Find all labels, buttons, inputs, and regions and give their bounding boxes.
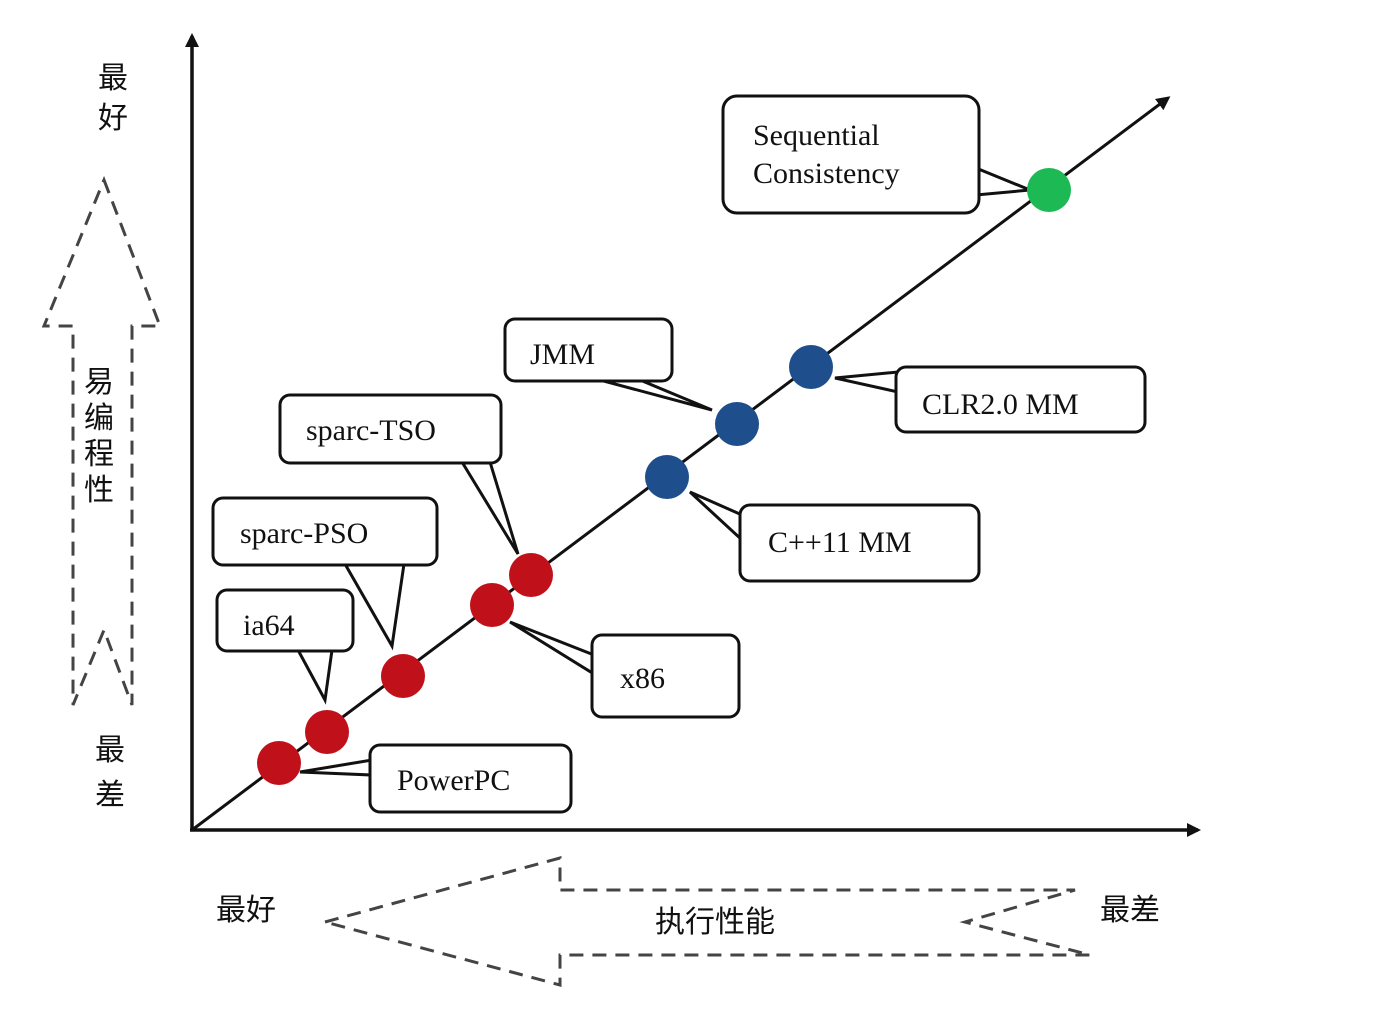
callout-powerpc: PowerPC [299, 743, 573, 814]
callout-label-ia64: ia64 [243, 609, 295, 642]
callout-label-sparc-tso: sparc-TSO [306, 414, 436, 447]
point-jmm [715, 402, 759, 446]
point-sparc-pso [381, 654, 425, 698]
callout-label-sc-line2: Consistency [753, 157, 900, 190]
programmability-char-2: 编 [84, 401, 114, 436]
callout-label-sparc-pso: sparc-PSO [240, 517, 368, 550]
y-top-label-1: 最 [98, 61, 128, 96]
performance-arrow [319, 856, 1091, 987]
y-bottom-label-1: 最 [95, 733, 125, 768]
callout-label-cpp11: C++11 MM [768, 526, 912, 559]
callout-jmm: JMM [503, 317, 713, 412]
callout-cpp11: C++11 MM [688, 490, 981, 583]
callout-label-x86: x86 [620, 662, 665, 695]
callout-label-sc-line1: Sequential [753, 119, 880, 152]
callout-label-jmm: JMM [530, 338, 595, 371]
programmability-arrow [41, 175, 163, 706]
point-cpp11 [645, 455, 689, 499]
callout-ia64: ia64 [215, 588, 355, 705]
programmability-char-1: 易 [84, 365, 114, 400]
point-ia64 [305, 710, 349, 754]
callout-sparc-tso: sparc-TSO [278, 393, 520, 555]
programmability-char-4: 性 [84, 473, 114, 508]
x-right-label: 最差 [1100, 893, 1160, 928]
callout-clr: CLR2.0 MM [834, 365, 1147, 434]
programmability-char-3: 程 [84, 437, 114, 472]
point-sequential-consistency [1027, 168, 1071, 212]
callout-x86: x86 [509, 620, 741, 719]
point-sparc-tso [509, 553, 553, 597]
point-clr [789, 345, 833, 389]
x-left-label: 最好 [216, 893, 276, 928]
y-bottom-label-2: 差 [95, 778, 125, 813]
callout-sparc-pso: sparc-PSO [211, 496, 439, 651]
y-top-label-2: 好 [98, 101, 128, 136]
callout-sequential-consistency: Sequential Consistency [721, 94, 1031, 215]
point-powerpc [257, 741, 301, 785]
performance-label: 执行性能 [655, 905, 775, 940]
callout-label-powerpc: PowerPC [397, 764, 510, 797]
point-x86 [470, 583, 514, 627]
callout-label-clr: CLR2.0 MM [922, 388, 1079, 421]
